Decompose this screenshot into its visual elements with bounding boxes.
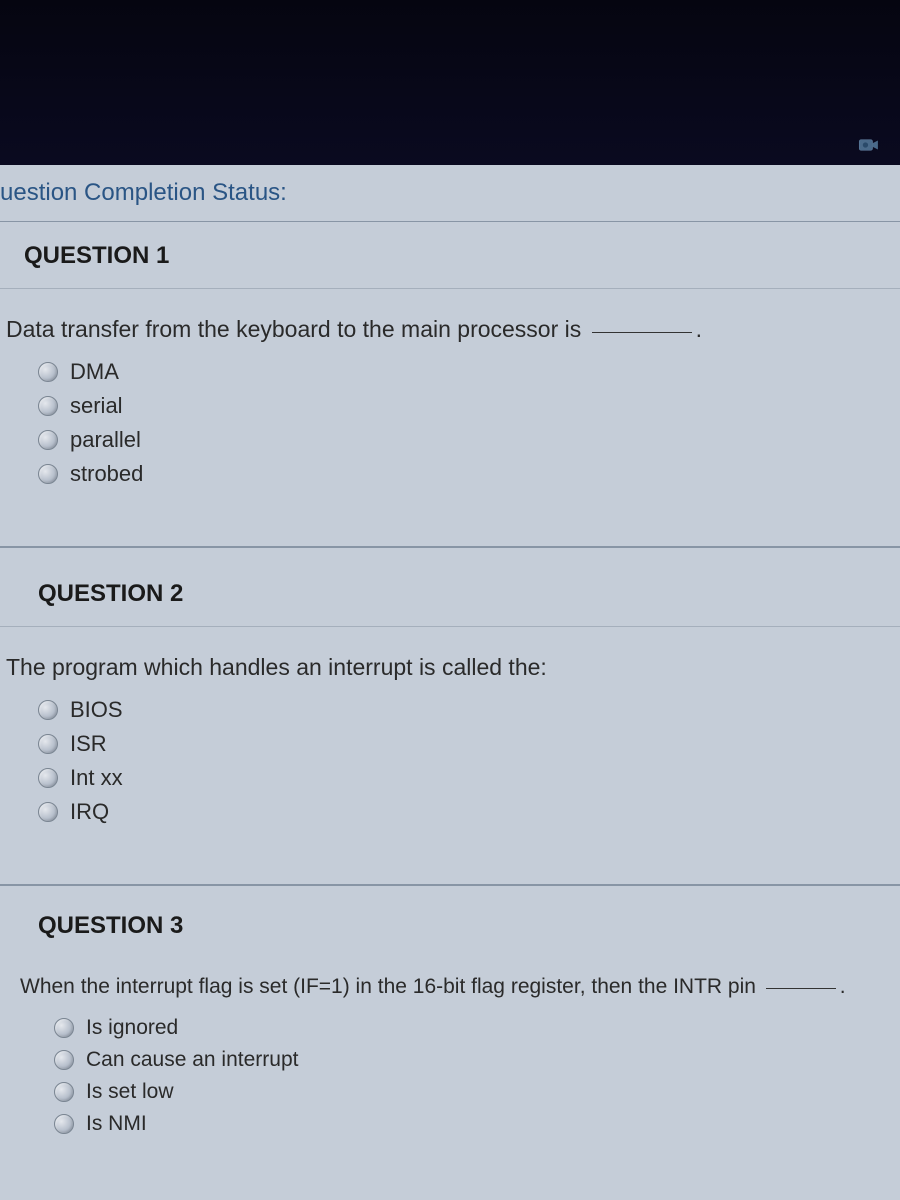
option-row[interactable]: Is set low <box>54 1076 900 1108</box>
completion-status-header: uestion Completion Status: <box>0 165 900 222</box>
option-row[interactable]: Is ignored <box>54 1012 900 1044</box>
option-label: Int xx <box>70 765 123 791</box>
option-row[interactable]: Is NMI <box>54 1108 900 1140</box>
option-label: IRQ <box>70 799 109 825</box>
option-label: parallel <box>70 427 141 453</box>
question-block-1: QUESTION 1 Data transfer from the keyboa… <box>0 222 900 548</box>
radio-button[interactable] <box>38 802 58 822</box>
question-3-options: Is ignored Can cause an interrupt Is set… <box>0 1010 900 1140</box>
option-label: DMA <box>70 359 119 385</box>
option-label: Is NMI <box>86 1112 147 1136</box>
question-prompt-3-post: . <box>840 975 846 998</box>
option-row[interactable]: BIOS <box>38 693 900 727</box>
question-prompt-1: Data transfer from the keyboard to the m… <box>0 289 900 353</box>
radio-button[interactable] <box>38 362 58 382</box>
radio-button[interactable] <box>38 700 58 720</box>
question-prompt-2: The program which handles an interrupt i… <box>0 627 900 691</box>
question-2-options: BIOS ISR Int xx IRQ <box>0 691 900 829</box>
question-prompt-3: When the interrupt flag is set (IF=1) in… <box>0 948 900 1009</box>
content-area: uestion Completion Status: QUESTION 1 Da… <box>0 165 900 1200</box>
option-row[interactable]: strobed <box>38 457 900 491</box>
option-label: Is ignored <box>86 1016 178 1040</box>
question-prompt-1-post: . <box>696 316 702 342</box>
radio-button[interactable] <box>38 430 58 450</box>
option-row[interactable]: Int xx <box>38 761 900 795</box>
radio-button[interactable] <box>54 1082 74 1102</box>
question-prompt-3-pre: When the interrupt flag is set (IF=1) in… <box>20 975 762 998</box>
radio-button[interactable] <box>54 1018 74 1038</box>
camera-icon <box>858 137 880 153</box>
radio-button[interactable] <box>54 1114 74 1134</box>
option-label: Is set low <box>86 1080 174 1104</box>
radio-button[interactable] <box>54 1050 74 1070</box>
radio-button[interactable] <box>38 396 58 416</box>
question-prompt-1-pre: Data transfer from the keyboard to the m… <box>6 316 588 342</box>
radio-button[interactable] <box>38 734 58 754</box>
option-row[interactable]: Can cause an interrupt <box>54 1044 900 1076</box>
question-title-2: QUESTION 2 <box>0 548 900 627</box>
question-block-2: QUESTION 2 The program which handles an … <box>0 548 900 886</box>
question-title-3: QUESTION 3 <box>0 886 900 948</box>
option-label: Can cause an interrupt <box>86 1048 298 1072</box>
option-row[interactable]: serial <box>38 389 900 423</box>
radio-button[interactable] <box>38 464 58 484</box>
blank-line <box>592 332 692 333</box>
blank-line <box>766 988 836 989</box>
option-label: strobed <box>70 461 143 487</box>
option-label: BIOS <box>70 697 123 723</box>
top-dark-bar <box>0 0 900 165</box>
question-block-3: QUESTION 3 When the interrupt flag is se… <box>0 886 900 1169</box>
option-row[interactable]: parallel <box>38 423 900 457</box>
option-row[interactable]: DMA <box>38 355 900 389</box>
option-label: serial <box>70 393 123 419</box>
question-title-1: QUESTION 1 <box>0 222 900 289</box>
option-row[interactable]: IRQ <box>38 795 900 829</box>
option-row[interactable]: ISR <box>38 727 900 761</box>
question-1-options: DMA serial parallel strobed <box>0 353 900 491</box>
option-label: ISR <box>70 731 107 757</box>
radio-button[interactable] <box>38 768 58 788</box>
